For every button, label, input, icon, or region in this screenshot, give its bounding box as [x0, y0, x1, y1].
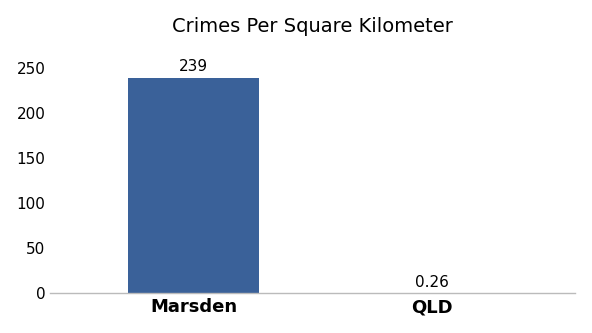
Title: Crimes Per Square Kilometer: Crimes Per Square Kilometer [172, 17, 453, 36]
Bar [128, 78, 259, 293]
Text: 0.26: 0.26 [415, 275, 449, 290]
Text: 239: 239 [179, 59, 208, 74]
